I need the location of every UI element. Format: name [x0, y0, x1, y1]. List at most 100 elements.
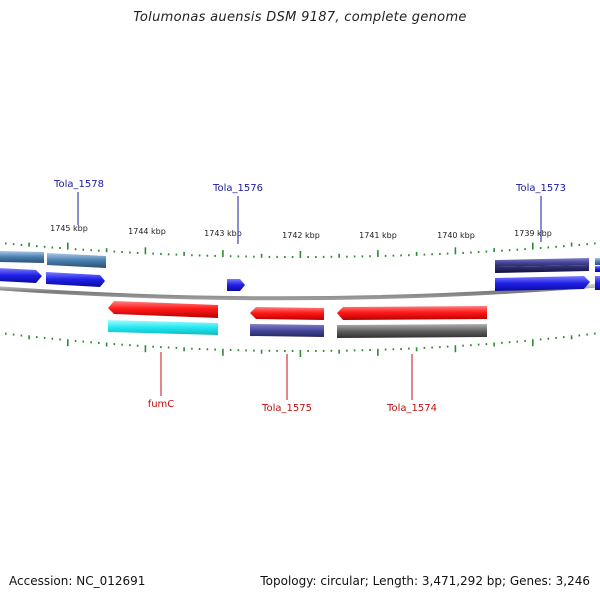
gene-arrow[interactable]: [250, 307, 324, 320]
gene-block[interactable]: [495, 258, 589, 267]
minor-tick: [508, 341, 511, 344]
minor-tick: [268, 255, 271, 258]
gene-arrow[interactable]: [108, 301, 218, 318]
minor-tick: [384, 348, 387, 351]
minor-tick: [439, 346, 441, 349]
tick-label: 1742 kbp: [282, 231, 320, 240]
minor-tick: [36, 245, 38, 248]
minor-tick: [253, 255, 255, 258]
minor-tick: [322, 255, 325, 258]
gene-arrow[interactable]: [0, 268, 42, 283]
minor-tick: [206, 254, 209, 257]
minor-tick: [353, 349, 356, 352]
minor-tick: [175, 253, 178, 256]
gene-block[interactable]: [595, 258, 600, 265]
outer-tick-row: [5, 242, 596, 258]
minor-tick: [276, 349, 278, 352]
minor-tick: [594, 332, 596, 335]
tick-label: 1740 kbp: [437, 231, 475, 240]
minor-tick: [446, 252, 449, 255]
minor-tick: [214, 254, 216, 257]
major-tick: [144, 247, 147, 255]
major-tick: [222, 250, 224, 258]
minor-tick: [384, 254, 387, 257]
kbp-tick-labels: 1745 kbp 1744 kbp 1743 kbp 1742 kbp 1741…: [50, 224, 552, 240]
major-tick: [67, 242, 69, 250]
gene-label-fumc[interactable]: fumC: [148, 399, 175, 410]
minor-tick: [369, 255, 371, 258]
minor-tick: [98, 249, 100, 252]
gene-arrow[interactable]: [46, 272, 105, 287]
gene-block[interactable]: [337, 324, 487, 338]
minor-tick: [493, 248, 495, 253]
minor-tick: [307, 256, 309, 258]
minor-tick: [152, 252, 154, 255]
gene-label-tola-1575[interactable]: Tola_1575: [261, 403, 312, 414]
minor-tick: [555, 336, 557, 339]
minor-tick: [121, 343, 123, 346]
gene-block[interactable]: [0, 251, 44, 263]
minor-tick: [59, 247, 61, 249]
minor-tick: [361, 255, 364, 258]
minor-tick: [160, 253, 162, 255]
minor-tick: [578, 334, 581, 337]
forward-strand-genes: [0, 251, 600, 291]
minor-tick: [28, 242, 30, 247]
gene-block[interactable]: [250, 324, 324, 337]
minor-tick: [570, 335, 573, 340]
minor-tick: [315, 350, 317, 352]
minor-tick: [5, 242, 7, 245]
minor-tick: [291, 350, 294, 352]
minor-tick: [74, 248, 77, 251]
minor-tick: [183, 347, 185, 352]
tick-label: 1744 kbp: [128, 227, 166, 236]
tick-label: 1743 kbp: [204, 229, 242, 238]
minor-tick: [470, 251, 472, 254]
gene-block[interactable]: [595, 266, 600, 272]
gene-arrow[interactable]: [595, 276, 600, 290]
gene-arrow[interactable]: [227, 279, 245, 291]
minor-tick: [431, 346, 433, 349]
minor-tick: [43, 336, 46, 339]
minor-tick: [555, 245, 557, 248]
tick-label: 1745 kbp: [50, 224, 88, 233]
minor-tick: [415, 347, 418, 352]
minor-tick: [462, 344, 464, 347]
gene-block[interactable]: [47, 253, 106, 268]
inner-tick-row: [5, 332, 596, 357]
minor-tick: [5, 332, 7, 335]
minor-tick: [284, 350, 286, 352]
gene-label-tola-1573[interactable]: Tola_1573: [515, 183, 566, 194]
minor-tick: [36, 336, 38, 339]
minor-tick: [51, 337, 54, 340]
gene-block[interactable]: [108, 320, 218, 335]
minor-tick: [237, 255, 240, 258]
minor-tick: [431, 253, 433, 256]
gene-label-tola-1574[interactable]: Tola_1574: [386, 403, 437, 414]
major-tick: [299, 350, 302, 357]
top-gene-labels: Tola_1578 Tola_1576 Tola_1573: [53, 179, 566, 244]
minor-tick: [105, 342, 108, 347]
minor-tick: [315, 256, 317, 258]
minor-tick: [346, 255, 348, 258]
gene-block[interactable]: [495, 265, 589, 273]
major-tick: [222, 348, 224, 356]
minor-tick: [74, 339, 77, 342]
minor-tick: [136, 251, 139, 254]
minor-tick: [539, 338, 542, 341]
minor-tick: [392, 348, 395, 351]
minor-tick: [59, 338, 61, 341]
minor-tick: [51, 246, 54, 249]
minor-tick: [586, 333, 588, 336]
genome-backbone: [0, 283, 600, 301]
major-tick: [377, 348, 379, 356]
gene-arrow[interactable]: [337, 306, 487, 320]
minor-tick: [439, 253, 441, 255]
gene-arrow[interactable]: [495, 276, 590, 291]
minor-tick: [20, 243, 23, 246]
major-tick: [532, 339, 534, 347]
minor-tick: [408, 254, 410, 257]
gene-label-tola-1578[interactable]: Tola_1578: [53, 179, 104, 190]
gene-label-tola-1576[interactable]: Tola_1576: [212, 183, 263, 194]
minor-tick: [516, 248, 519, 251]
